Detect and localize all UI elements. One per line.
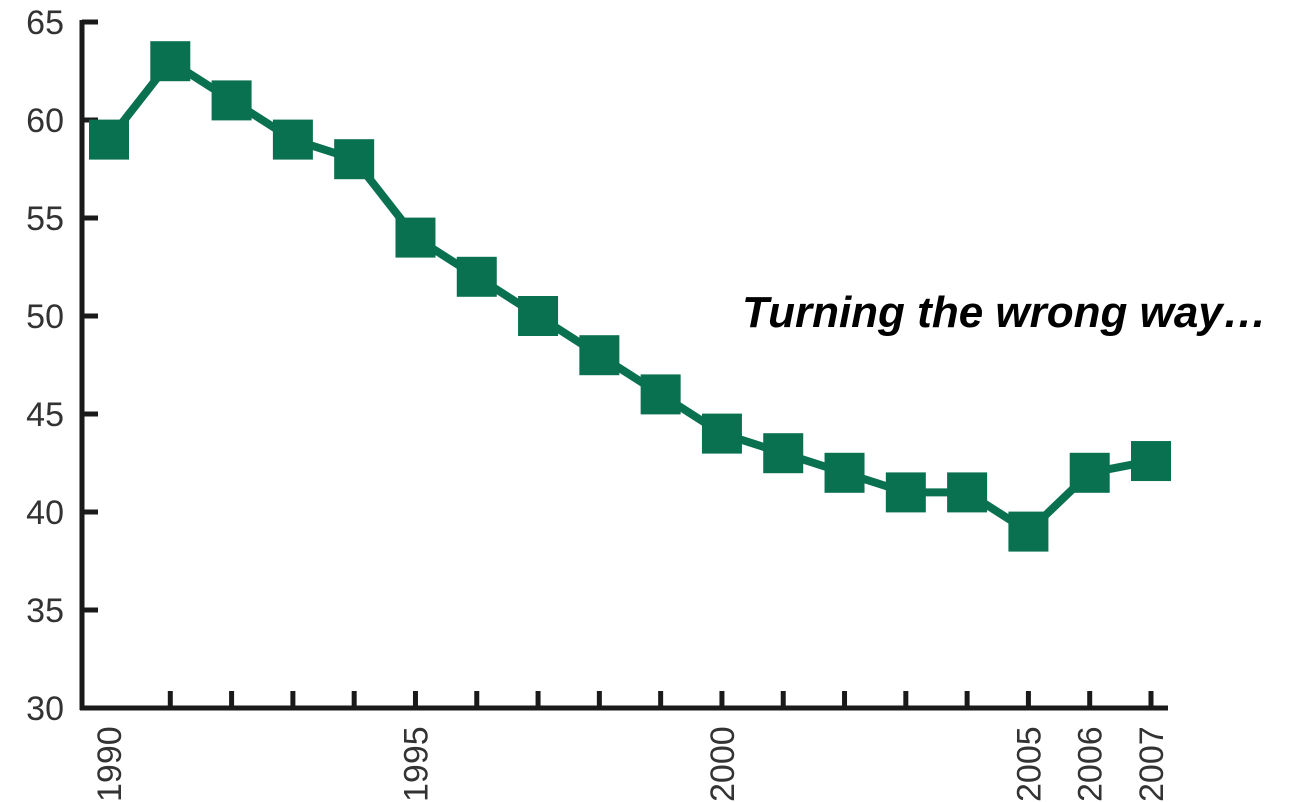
data-point-marker — [518, 296, 559, 336]
y-tick-label: 35 — [26, 592, 64, 630]
axes — [79, 19, 1168, 711]
data-point-marker — [89, 119, 129, 160]
data-point-marker — [272, 119, 313, 160]
data-point-marker — [1069, 452, 1110, 493]
y-tick-label: 60 — [26, 102, 64, 140]
data-point-marker — [763, 433, 804, 474]
data-point-marker — [579, 335, 620, 376]
data-point-marker — [640, 374, 681, 415]
y-tick-label: 40 — [26, 494, 64, 532]
data-point-marker — [334, 139, 375, 180]
x-tick-label: 2006 — [1072, 726, 1110, 802]
series-group — [89, 41, 1171, 552]
y-tick-label: 45 — [26, 396, 64, 434]
data-point-marker — [150, 41, 191, 82]
data-point-marker — [211, 80, 252, 121]
y-tick-label: 30 — [26, 690, 64, 728]
data-point-marker — [701, 413, 742, 454]
x-tick-label: 1995 — [397, 726, 435, 802]
annotation-text: Turning the wrong way… — [742, 288, 1267, 337]
y-tick-label: 50 — [26, 298, 64, 336]
data-point-marker — [1008, 511, 1049, 552]
data-point-marker — [395, 217, 436, 258]
x-tick-labels: 1990 1995 2000 2005 2006 2007 — [91, 726, 1171, 802]
x-tick-label: 1990 — [91, 726, 129, 802]
y-tick-label: 65 — [26, 4, 64, 42]
x-tick-label: 2007 — [1133, 726, 1171, 802]
data-point-marker — [947, 472, 988, 513]
y-tick-labels: 30 35 40 45 50 55 60 65 — [26, 4, 64, 728]
x-tick-label: 2000 — [704, 726, 742, 802]
data-point-marker — [456, 256, 497, 297]
y-tick-label: 55 — [26, 200, 64, 238]
x-tick-label: 2005 — [1010, 726, 1048, 802]
data-point-marker — [824, 452, 865, 493]
data-point-marker — [1131, 441, 1171, 482]
data-point-marker — [885, 472, 926, 513]
